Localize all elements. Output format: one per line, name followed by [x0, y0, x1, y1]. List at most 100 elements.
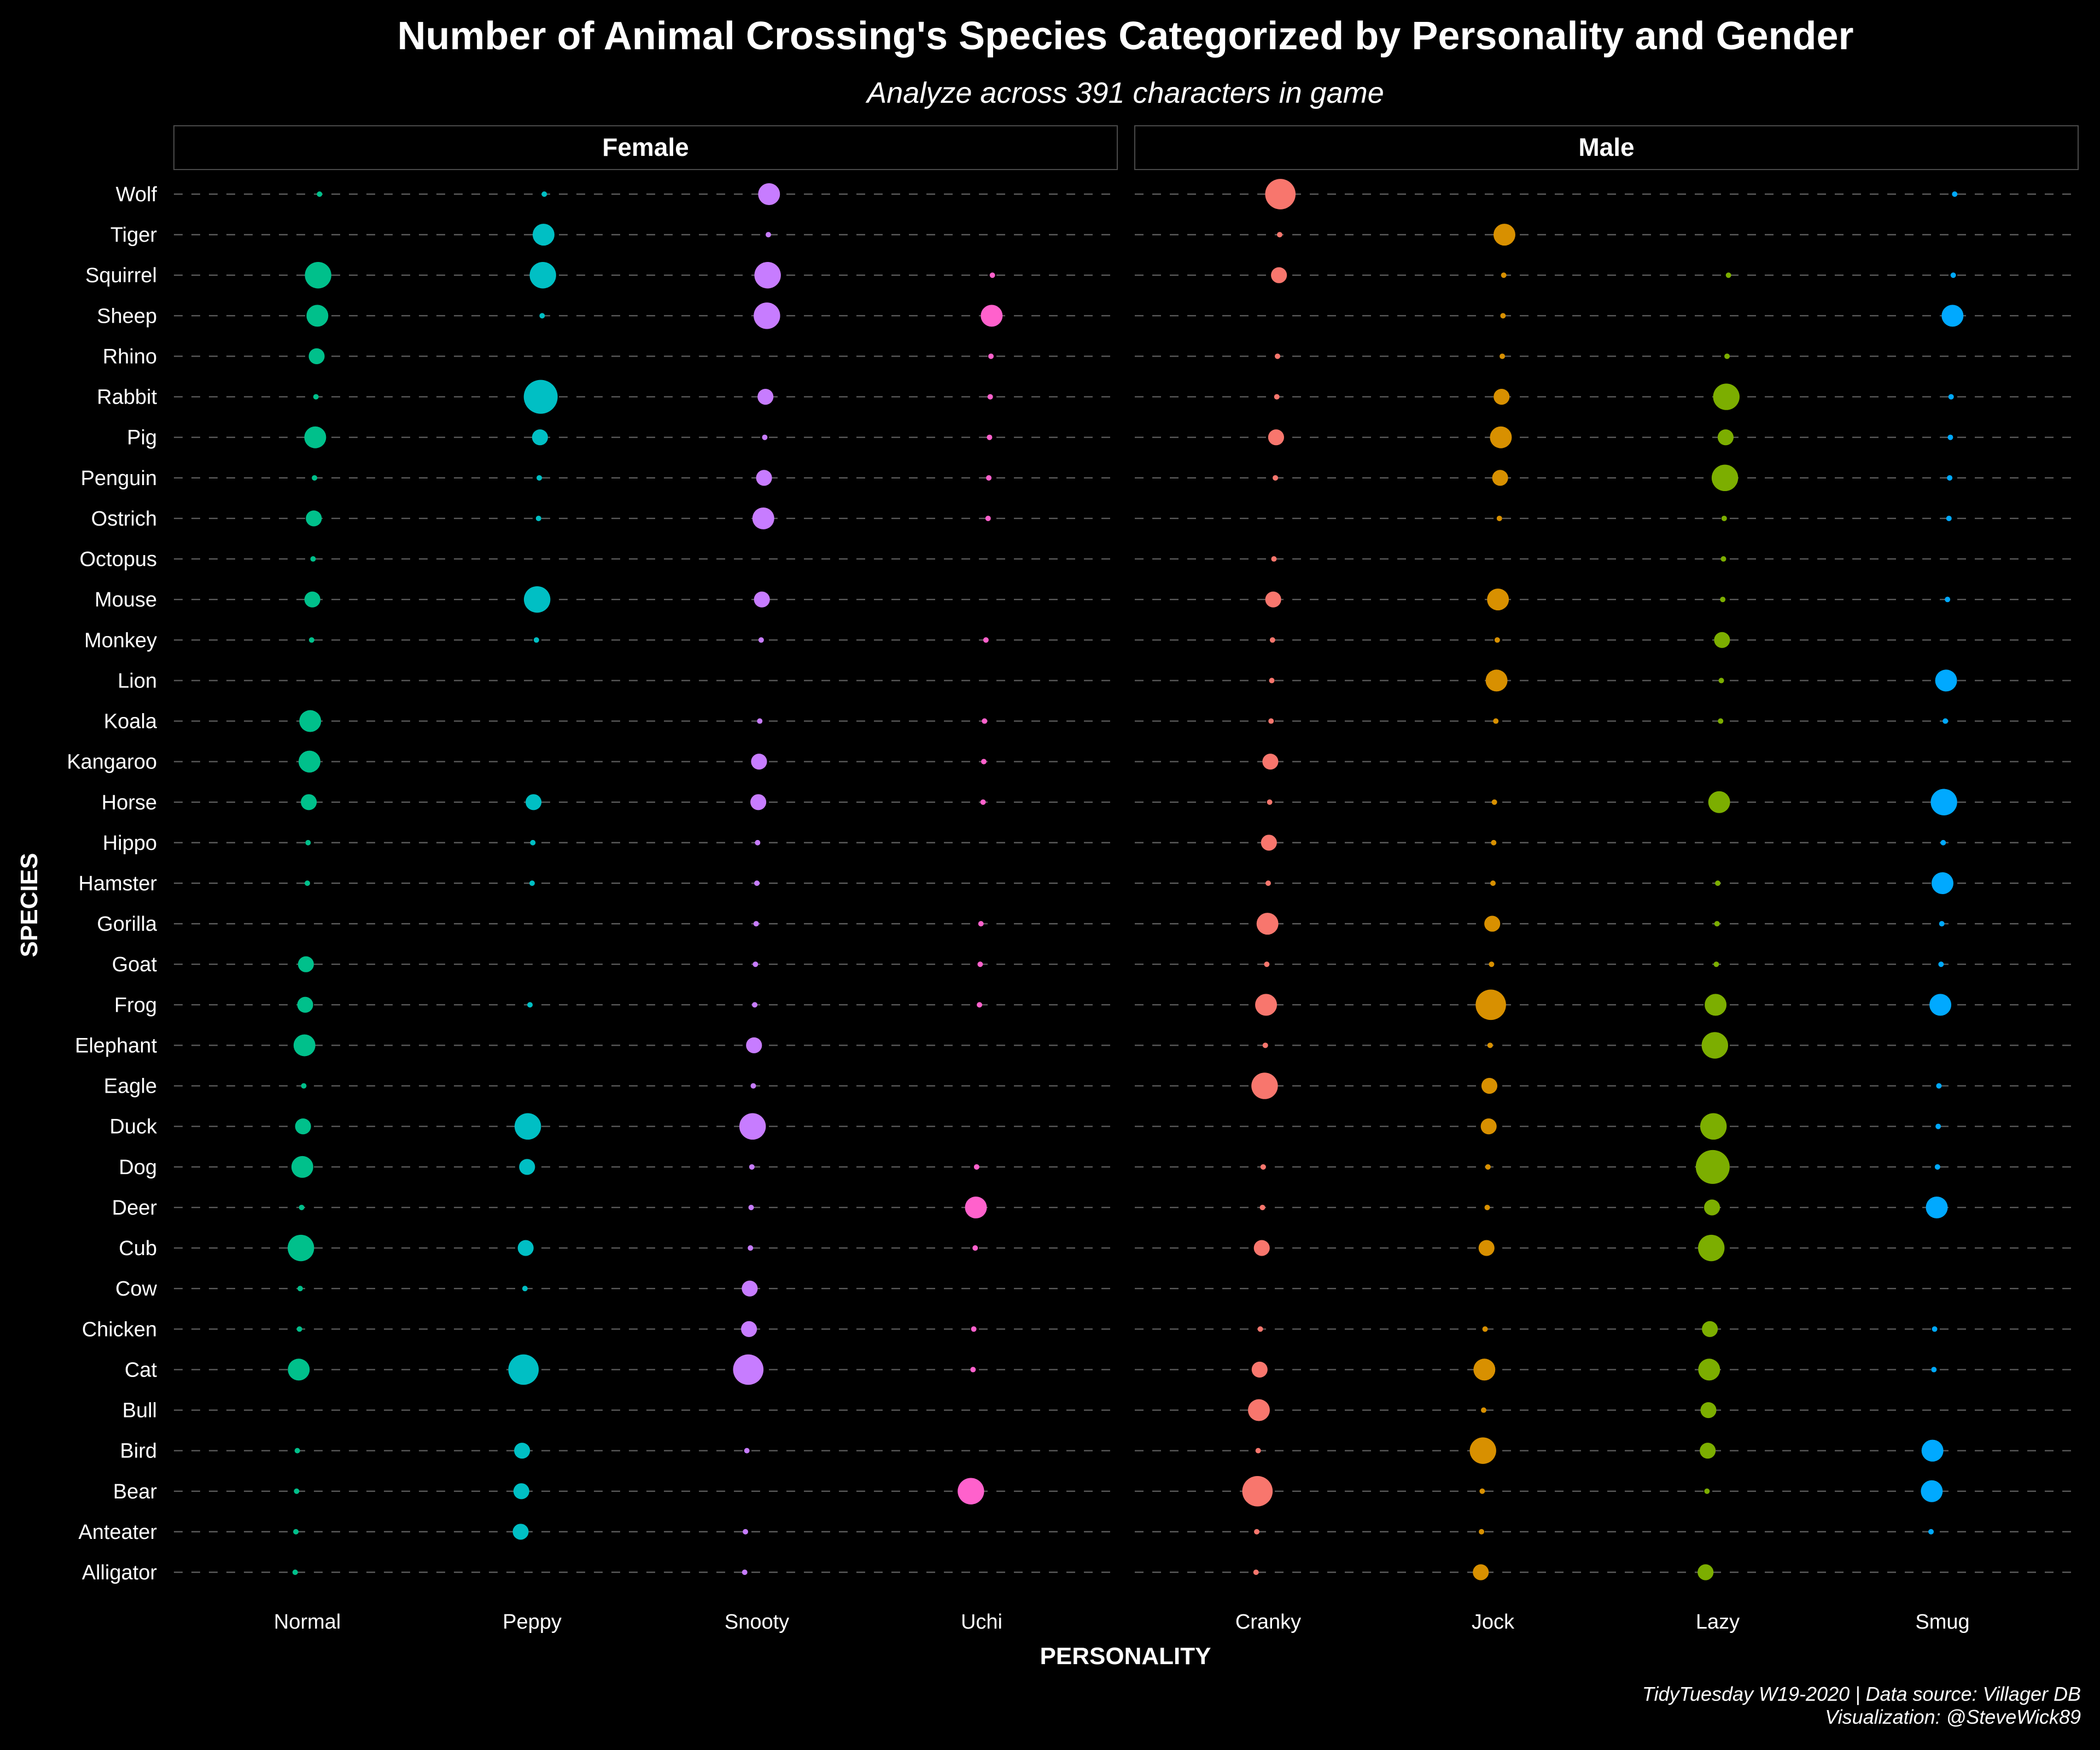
data-point: [1473, 1564, 1489, 1580]
data-point: [1708, 791, 1730, 813]
data-point: [752, 1002, 758, 1008]
data-point: [739, 1113, 766, 1140]
data-point: [973, 1164, 979, 1170]
data-point: [298, 750, 320, 773]
data-point: [1259, 1204, 1265, 1210]
data-point: [1481, 1078, 1498, 1094]
data-point: [1938, 961, 1944, 967]
data-point: [1255, 994, 1278, 1016]
data-point: [305, 880, 310, 886]
x-tick-label: Snooty: [725, 1611, 789, 1634]
x-axis-title: PERSONALITY: [1040, 1643, 1211, 1670]
data-point: [1487, 588, 1509, 611]
data-point: [313, 394, 319, 400]
data-point: [1261, 835, 1277, 851]
data-point: [508, 1354, 539, 1385]
data-point: [754, 262, 781, 289]
data-point: [299, 710, 322, 732]
data-point: [1269, 637, 1275, 643]
caption-credit: Visualization: @SteveWick89: [1825, 1706, 2081, 1728]
data-point: [1926, 1196, 1948, 1218]
data-point: [1935, 669, 1957, 692]
data-point: [1700, 1402, 1717, 1419]
y-tick-label: Lion: [118, 669, 157, 692]
y-tick-label: Bird: [120, 1440, 157, 1463]
data-point: [1485, 669, 1508, 692]
x-tick-label: Lazy: [1696, 1611, 1740, 1634]
data-point: [752, 507, 774, 529]
data-point: [1500, 313, 1506, 319]
data-point: [301, 794, 317, 810]
data-point: [1929, 994, 1952, 1016]
x-tick-label: Normal: [274, 1611, 341, 1634]
y-tick-label: Goat: [112, 953, 158, 976]
data-point: [1946, 515, 1952, 521]
y-tick-label: Koala: [104, 710, 158, 733]
y-tick-label: Pig: [127, 427, 157, 450]
data-point: [986, 475, 992, 481]
data-point: [310, 556, 316, 562]
data-point: [1947, 475, 1953, 481]
data-point: [1705, 994, 1727, 1016]
data-point: [1262, 754, 1279, 770]
data-point: [304, 426, 326, 448]
data-point: [1717, 429, 1734, 446]
data-point: [1725, 272, 1731, 278]
data-point: [1948, 394, 1954, 400]
data-point: [1479, 1529, 1485, 1535]
x-tick-label: Jock: [1472, 1611, 1515, 1634]
data-point: [743, 1529, 749, 1535]
data-point: [1487, 1042, 1493, 1048]
data-point: [1701, 1032, 1728, 1059]
data-point: [1275, 353, 1281, 359]
data-point: [756, 470, 772, 486]
data-point: [312, 475, 318, 481]
data-point: [988, 353, 994, 359]
data-point: [1496, 515, 1502, 521]
y-tick-label: Rabbit: [97, 386, 157, 409]
panel-male: Male Cranky Jock Lazy Smug: [1134, 125, 2079, 1634]
data-point: [523, 380, 558, 414]
data-point: [529, 262, 556, 289]
data-point: [308, 637, 314, 643]
data-point: [1713, 961, 1719, 967]
data-point: [1931, 1367, 1937, 1373]
data-point: [295, 1118, 311, 1135]
data-point: [1276, 232, 1282, 238]
data-point: [532, 224, 555, 246]
y-tick-label: Cub: [119, 1237, 157, 1260]
data-point: [299, 1204, 305, 1210]
y-tick-label: Kangaroo: [67, 751, 157, 774]
data-point: [1251, 1072, 1278, 1099]
data-point: [514, 1113, 541, 1140]
data-point: [1714, 632, 1730, 648]
data-point: [513, 1483, 529, 1500]
data-point: [1253, 1570, 1259, 1575]
data-point: [748, 1245, 754, 1251]
data-point: [958, 1478, 984, 1504]
data-point: [1490, 426, 1512, 448]
y-tick-label: Ostrich: [91, 508, 157, 530]
data-point: [536, 475, 542, 481]
data-point: [1485, 1164, 1491, 1170]
data-point: [1251, 1361, 1268, 1378]
data-point: [1700, 1113, 1727, 1140]
data-point: [1268, 429, 1284, 446]
data-point: [1721, 515, 1727, 521]
data-point: [1704, 1488, 1710, 1494]
data-point: [527, 1002, 533, 1008]
data-point: [758, 183, 780, 205]
data-point: [982, 718, 988, 724]
data-point: [293, 1529, 299, 1535]
data-point: [535, 515, 541, 521]
data-point: [1493, 718, 1499, 724]
chart-subtitle: Analyze across 391 characters in game: [865, 77, 1384, 109]
y-tick-label: Chicken: [82, 1318, 157, 1341]
y-tick-label: Dog: [119, 1156, 157, 1179]
data-point: [1930, 789, 1957, 815]
data-point: [749, 1164, 755, 1170]
data-point: [1932, 1326, 1938, 1332]
data-point: [1264, 961, 1270, 967]
data-point: [758, 637, 764, 643]
data-point: [1936, 1083, 1942, 1089]
